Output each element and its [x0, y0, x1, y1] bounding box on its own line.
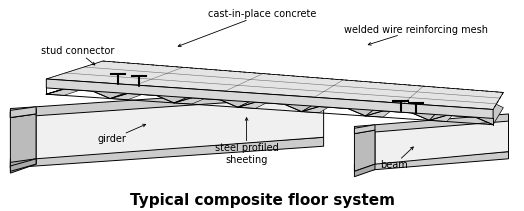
Polygon shape: [365, 94, 405, 116]
Polygon shape: [46, 76, 118, 95]
Polygon shape: [354, 114, 508, 134]
Polygon shape: [191, 80, 259, 100]
Polygon shape: [36, 92, 324, 159]
Polygon shape: [10, 159, 36, 168]
Polygon shape: [429, 98, 462, 120]
Polygon shape: [64, 71, 144, 91]
Polygon shape: [10, 87, 324, 118]
Polygon shape: [302, 94, 347, 113]
Polygon shape: [238, 85, 290, 107]
Text: girder: girder: [97, 124, 146, 144]
Polygon shape: [412, 96, 446, 120]
Polygon shape: [383, 94, 430, 113]
Polygon shape: [447, 98, 488, 117]
Polygon shape: [174, 80, 233, 103]
Text: stud connector: stud connector: [41, 46, 115, 65]
Polygon shape: [10, 137, 324, 168]
Polygon shape: [157, 78, 217, 103]
Polygon shape: [46, 71, 118, 94]
Polygon shape: [354, 125, 375, 134]
Polygon shape: [220, 82, 275, 107]
Polygon shape: [128, 76, 202, 95]
Text: beam: beam: [380, 147, 413, 170]
Polygon shape: [284, 87, 332, 112]
Polygon shape: [429, 103, 462, 122]
Polygon shape: [110, 76, 176, 99]
Polygon shape: [46, 61, 504, 110]
Polygon shape: [476, 100, 504, 125]
Polygon shape: [10, 114, 36, 168]
Polygon shape: [10, 159, 36, 173]
Polygon shape: [10, 108, 36, 118]
Polygon shape: [354, 130, 375, 171]
Polygon shape: [302, 89, 347, 112]
Polygon shape: [10, 159, 36, 171]
Text: Typical composite floor system: Typical composite floor system: [129, 193, 395, 208]
Text: steel profiled
sheeting: steel profiled sheeting: [215, 118, 278, 165]
Polygon shape: [110, 81, 176, 100]
Polygon shape: [10, 108, 36, 118]
Polygon shape: [354, 151, 508, 171]
Polygon shape: [238, 90, 290, 108]
Text: welded wire reinforcing mesh: welded wire reinforcing mesh: [344, 25, 488, 45]
Polygon shape: [365, 99, 405, 117]
Polygon shape: [174, 85, 233, 104]
Polygon shape: [348, 91, 389, 116]
Text: cast-in-place concrete: cast-in-place concrete: [178, 9, 316, 47]
Polygon shape: [93, 73, 160, 99]
Polygon shape: [46, 79, 493, 118]
Polygon shape: [319, 89, 373, 108]
Polygon shape: [255, 85, 316, 104]
Polygon shape: [375, 118, 508, 164]
Polygon shape: [10, 107, 36, 118]
Polygon shape: [354, 164, 375, 177]
